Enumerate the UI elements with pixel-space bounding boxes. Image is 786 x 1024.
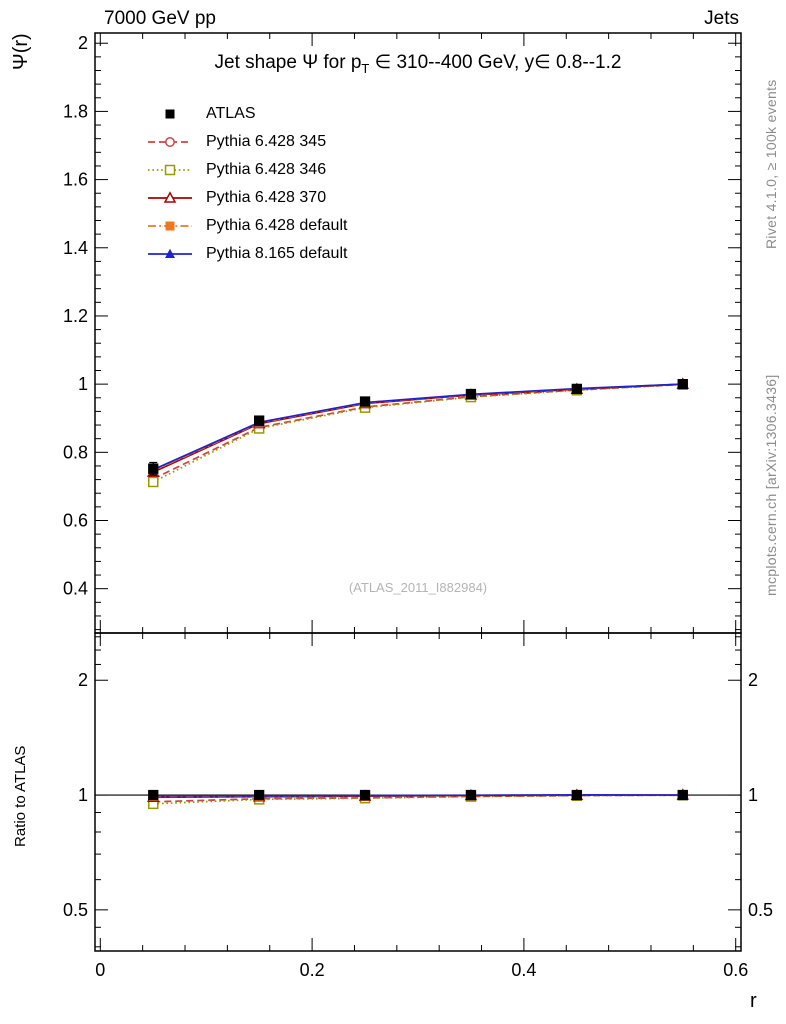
triangle-open-marker-icon: [148, 191, 192, 203]
svg-text:0.5: 0.5: [748, 900, 773, 920]
process-label: Jets: [704, 8, 739, 29]
svg-text:0.6: 0.6: [723, 960, 748, 980]
svg-text:0: 0: [95, 960, 105, 980]
mcplots-arxiv-label: mcplots.cern.ch [arXiv:1306.3436]: [763, 374, 779, 596]
svg-text:1: 1: [78, 785, 88, 805]
y-axis-label-main: Ψ(r): [10, 33, 32, 70]
svg-text:0.4: 0.4: [511, 960, 536, 980]
y-axis-label-ratio: Ratio to ATLAS: [12, 745, 29, 847]
square-marker-icon: [165, 109, 175, 119]
circle-open-marker-icon: [148, 137, 192, 147]
plot-title-subscript: T: [361, 60, 370, 76]
svg-text:0.2: 0.2: [300, 960, 325, 980]
triangle-marker-icon: [148, 248, 192, 258]
legend: ATLAS Pythia 6.428 345 Pythia 6.428 346 Pyt…: [146, 100, 347, 268]
svg-text:1.4: 1.4: [63, 238, 88, 258]
svg-text:2: 2: [78, 670, 88, 690]
svg-text:1: 1: [748, 785, 758, 805]
svg-text:1: 1: [78, 374, 88, 394]
legend-item-pythia-6-428-346: Pythia 6.428 346: [146, 156, 347, 184]
x-axis-label: r: [750, 990, 757, 1012]
panel-frames: [94, 32, 742, 952]
beam-energy-label: 7000 GeV pp: [104, 8, 216, 29]
legend-item-pythia-6-428-370: Pythia 6.428 370: [146, 184, 347, 212]
square-open-marker-icon: [148, 164, 192, 176]
legend-label: Pythia 6.428 345: [206, 133, 327, 150]
legend-item-pythia-6-428-345: Pythia 6.428 345: [146, 128, 347, 156]
plot-title-text-2: ∈ 310--400 GeV, y∈ 0.8--1.2: [369, 52, 622, 73]
svg-text:0.4: 0.4: [63, 579, 88, 599]
legend-item-atlas: ATLAS: [146, 100, 347, 128]
axis-ticks: [95, 33, 741, 951]
legend-label: Pythia 8.165 default: [206, 245, 348, 262]
svg-text:1.8: 1.8: [63, 101, 88, 121]
legend-label: Pythia 6.428 default: [206, 217, 348, 234]
svg-text:0.8: 0.8: [63, 442, 88, 462]
series-line-pythia-8-165-default: [152, 383, 683, 797]
series-atlas-data: [148, 378, 688, 801]
svg-text:0.5: 0.5: [63, 900, 88, 920]
svg-text:1.6: 1.6: [63, 170, 88, 190]
legend-label: ATLAS: [206, 105, 256, 122]
legend-label: Pythia 6.428 346: [206, 161, 327, 178]
plot-title: Jet shape Ψ for pT ∈ 310--400 GeV, y∈ 0.…: [95, 51, 741, 76]
legend-item-pythia-6-428-default: Pythia 6.428 default: [146, 212, 347, 240]
rivet-version-label: Rivet 4.1.0, ≥ 100k events: [763, 79, 779, 249]
square-marker-icon: [148, 221, 192, 231]
legend-label: Pythia 6.428 370: [206, 189, 327, 206]
legend-item-pythia-8-165-default: Pythia 8.165 default: [146, 240, 347, 268]
svg-text:2: 2: [78, 33, 88, 53]
axis-tick-labels: 0.4 0.6 0.8 1 1.2 1.4 1.6 1.8 2 0 0.2 0.4 0.6 0.5 0.5 1…: [63, 33, 773, 980]
plot-title-text: Jet shape Ψ for p: [214, 52, 362, 73]
svg-text:1.2: 1.2: [63, 306, 88, 326]
analysis-watermark: (ATLAS_2011_I882984): [348, 580, 488, 595]
svg-text:0.6: 0.6: [63, 511, 88, 531]
svg-text:2: 2: [748, 670, 758, 690]
